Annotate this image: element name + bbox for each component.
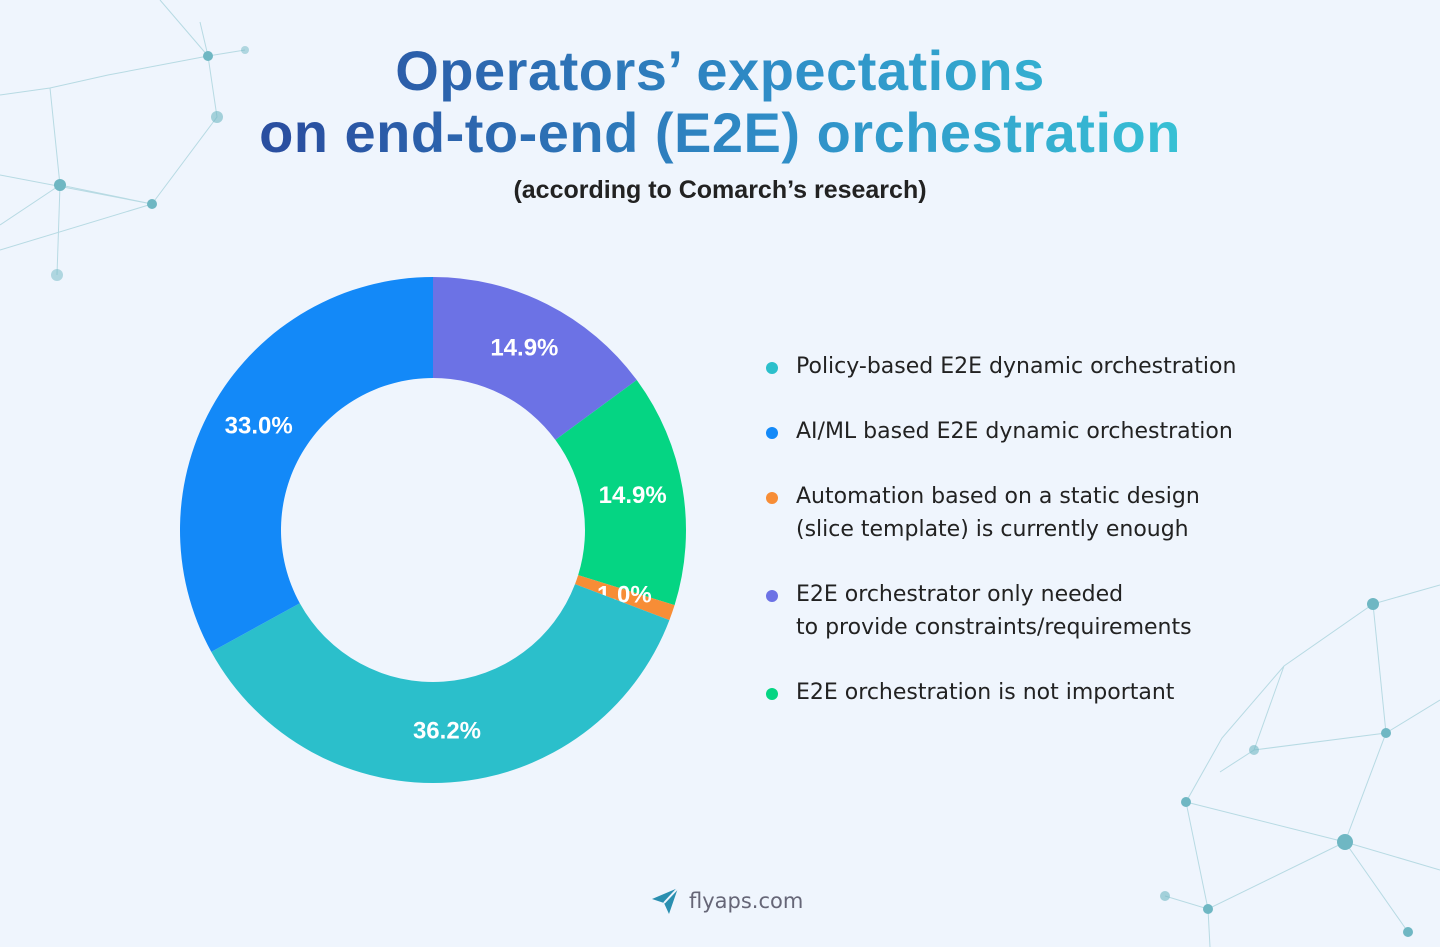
legend-label: Automation based on a static design (sli…: [796, 484, 1200, 542]
legend-item: Policy-based E2E dynamic orchestration: [766, 350, 1236, 383]
legend-item: AI/ML based E2E dynamic orchestration: [766, 415, 1236, 448]
legend: Policy-based E2E dynamic orchestration AI…: [766, 350, 1236, 741]
legend-item: E2E orchestrator only needed to provide …: [766, 578, 1236, 644]
legend-item: Automation based on a static design (sli…: [766, 480, 1236, 546]
legend-swatch: [766, 427, 778, 439]
legend-label: E2E orchestration is not important: [796, 680, 1175, 705]
logo-icon: [652, 887, 679, 914]
value-label: 33.0%: [225, 412, 293, 439]
value-label: 14.9%: [599, 482, 667, 509]
legend-label: E2E orchestrator only needed to provide …: [796, 582, 1192, 640]
donut-segment: [180, 277, 433, 652]
legend-swatch: [766, 362, 778, 374]
legend-item: E2E orchestration is not important: [766, 676, 1236, 709]
legend-label: AI/ML based E2E dynamic orchestration: [796, 419, 1233, 444]
chart-subtitle: (according to Comarch’s research): [513, 176, 927, 204]
donut-segment: [575, 575, 675, 621]
legend-label: Policy-based E2E dynamic orchestration: [796, 354, 1237, 379]
value-label: 14.9%: [490, 335, 558, 362]
donut-segment: [211, 584, 670, 783]
legend-swatch: [766, 688, 778, 700]
source: flyaps.com: [689, 889, 804, 913]
donut-segment: [433, 277, 637, 440]
value-label: 36.2%: [413, 717, 481, 744]
legend-swatch: [766, 590, 778, 602]
chart-title: Operators’ expectations on end-to-end (E…: [0, 40, 1440, 164]
donut-segment: [555, 380, 686, 606]
legend-swatch: [766, 492, 778, 504]
